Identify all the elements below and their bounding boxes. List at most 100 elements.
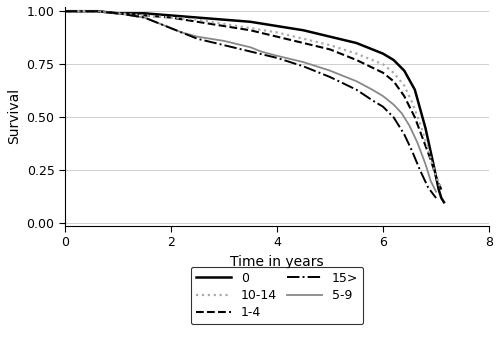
15> bbox=[401, 132, 407, 136]
0 bbox=[194, 15, 200, 20]
15> bbox=[158, 22, 164, 26]
5-9 bbox=[158, 22, 164, 26]
15> bbox=[409, 149, 415, 153]
10-14 bbox=[142, 13, 148, 18]
10-14 bbox=[380, 62, 386, 66]
10-14 bbox=[94, 9, 100, 13]
0 bbox=[438, 196, 444, 200]
10-14 bbox=[274, 30, 280, 34]
0 bbox=[168, 13, 174, 18]
5-9 bbox=[422, 162, 428, 166]
5-9 bbox=[194, 34, 200, 39]
15> bbox=[78, 9, 84, 13]
15> bbox=[115, 11, 121, 15]
0 bbox=[62, 9, 68, 13]
15> bbox=[248, 50, 254, 54]
5-9 bbox=[354, 79, 360, 83]
0 bbox=[115, 11, 121, 15]
1-4 bbox=[380, 71, 386, 75]
1-4 bbox=[194, 20, 200, 24]
15> bbox=[221, 43, 227, 47]
1-4 bbox=[420, 136, 426, 141]
Line: 0: 0 bbox=[65, 11, 444, 202]
15> bbox=[327, 75, 333, 79]
5-9 bbox=[300, 60, 306, 64]
10-14 bbox=[300, 37, 306, 41]
5-9 bbox=[142, 15, 148, 20]
5-9 bbox=[221, 39, 227, 43]
10-14 bbox=[115, 11, 121, 15]
0 bbox=[354, 41, 360, 45]
0 bbox=[78, 9, 84, 13]
Line: 15>: 15> bbox=[65, 11, 436, 198]
15> bbox=[142, 15, 148, 20]
10-14 bbox=[409, 100, 415, 104]
15> bbox=[300, 64, 306, 69]
5-9 bbox=[380, 94, 386, 98]
0 bbox=[430, 162, 436, 166]
1-4 bbox=[78, 9, 84, 13]
1-4 bbox=[433, 174, 439, 179]
15> bbox=[94, 9, 100, 13]
0 bbox=[422, 126, 428, 130]
Y-axis label: Survival: Survival bbox=[7, 88, 21, 144]
0 bbox=[300, 28, 306, 32]
0 bbox=[401, 69, 407, 73]
1-4 bbox=[142, 13, 148, 18]
15> bbox=[274, 56, 280, 60]
0 bbox=[436, 187, 442, 192]
10-14 bbox=[168, 15, 174, 20]
10-14 bbox=[194, 18, 200, 22]
5-9 bbox=[406, 124, 412, 128]
0 bbox=[274, 24, 280, 28]
5-9 bbox=[168, 26, 174, 30]
5-9 bbox=[115, 11, 121, 15]
15> bbox=[354, 88, 360, 92]
1-4 bbox=[390, 79, 396, 83]
5-9 bbox=[390, 102, 396, 107]
1-4 bbox=[401, 94, 407, 98]
1-4 bbox=[62, 9, 68, 13]
0 bbox=[380, 51, 386, 56]
0 bbox=[221, 18, 227, 22]
5-9 bbox=[178, 30, 184, 34]
0 bbox=[390, 58, 396, 62]
5-9 bbox=[258, 50, 264, 54]
10-14 bbox=[248, 26, 254, 30]
Line: 1-4: 1-4 bbox=[65, 11, 442, 190]
1-4 bbox=[248, 28, 254, 32]
0 bbox=[94, 9, 100, 13]
Line: 5-9: 5-9 bbox=[65, 11, 436, 192]
0 bbox=[248, 20, 254, 24]
5-9 bbox=[398, 111, 404, 115]
15> bbox=[370, 98, 376, 103]
5-9 bbox=[274, 53, 280, 58]
1-4 bbox=[438, 187, 444, 192]
0 bbox=[412, 88, 418, 92]
15> bbox=[380, 104, 386, 109]
15> bbox=[178, 30, 184, 34]
Legend: 0, 10-14, 1-4, 15>, 5-9: 0, 10-14, 1-4, 15>, 5-9 bbox=[190, 267, 363, 324]
1-4 bbox=[221, 24, 227, 28]
10-14 bbox=[62, 9, 68, 13]
5-9 bbox=[414, 141, 420, 145]
0 bbox=[142, 11, 148, 15]
10-14 bbox=[417, 122, 423, 126]
5-9 bbox=[248, 45, 254, 50]
15> bbox=[168, 26, 174, 30]
0 bbox=[441, 200, 447, 204]
1-4 bbox=[300, 41, 306, 45]
15> bbox=[194, 37, 200, 41]
10-14 bbox=[221, 22, 227, 26]
1-4 bbox=[327, 47, 333, 52]
X-axis label: Time in years: Time in years bbox=[230, 255, 324, 269]
5-9 bbox=[62, 9, 68, 13]
10-14 bbox=[425, 147, 431, 151]
10-14 bbox=[401, 83, 407, 88]
10-14 bbox=[78, 9, 84, 13]
10-14 bbox=[438, 187, 444, 192]
10-14 bbox=[433, 174, 439, 179]
1-4 bbox=[168, 15, 174, 20]
15> bbox=[62, 9, 68, 13]
15> bbox=[425, 185, 431, 190]
